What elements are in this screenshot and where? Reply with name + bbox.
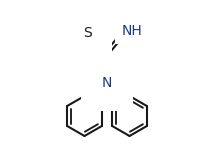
Text: N: N xyxy=(102,76,112,90)
Text: NH: NH xyxy=(122,24,142,38)
Text: S: S xyxy=(83,26,92,40)
